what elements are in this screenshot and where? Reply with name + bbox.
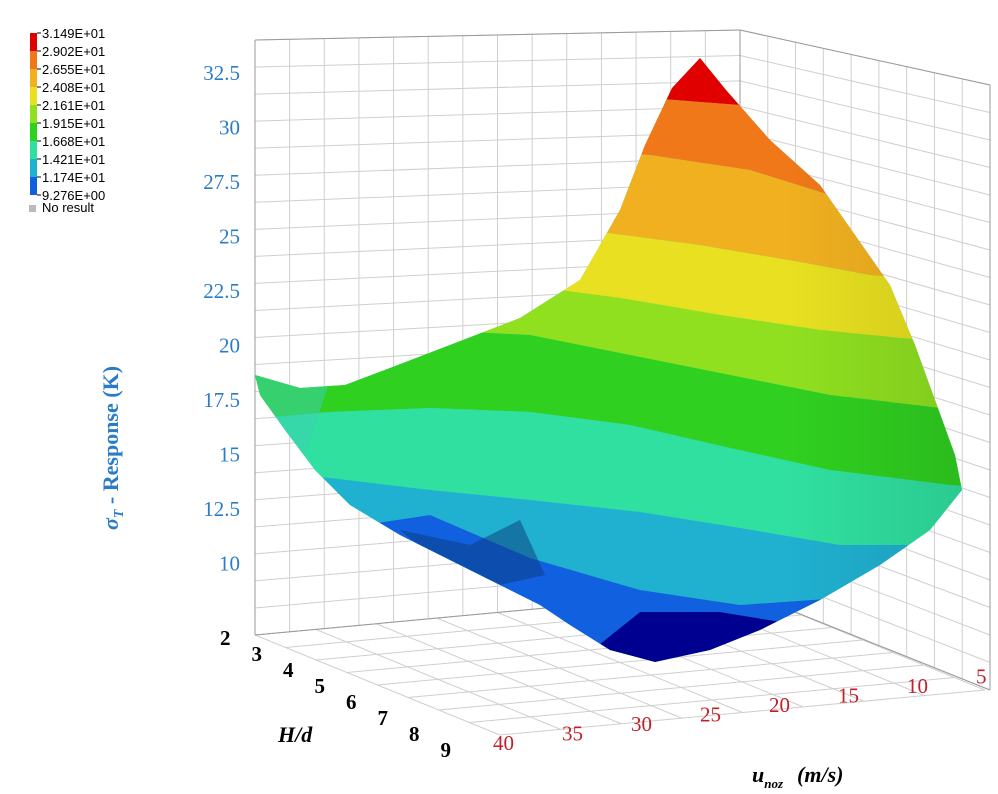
z-axis-title: σT - Response (K) [98,366,127,530]
no-result-label: No result [42,200,94,215]
legend-swatch [30,105,37,123]
u-tick-label: 35 [562,722,583,746]
z-tick-label: 27.5 [203,170,240,194]
surface-band [560,58,962,108]
legend-swatch [30,159,37,177]
z-tick-label: 10 [219,552,240,576]
z-axis-title-symbol: σ [98,517,123,530]
u-axis-ticks: 40 35 30 25 20 15 10 5 [493,665,987,756]
legend-label: 1.668E+01 [42,134,105,149]
legend-swatch [30,177,37,195]
u-tick-label: 40 [493,731,514,755]
hd-tick-label: 8 [409,722,420,746]
z-tick-label: 30 [219,116,240,140]
legend-swatch [30,123,37,141]
z-tick-label: 25 [219,225,240,249]
no-result-swatch [29,205,36,212]
legend-label: 9.276E+00 [42,188,105,203]
hd-tick-label: 7 [378,706,389,730]
legend-label: 1.174E+01 [42,170,105,185]
u-tick-label: 20 [769,693,790,717]
z-axis-title-sub: T [112,508,127,518]
legend-label: 2.408E+01 [42,80,105,95]
color-legend: 3.149E+01 2.902E+01 2.655E+01 2.408E+01 2.16… [29,26,105,215]
u-axis-title-main: u [752,762,764,787]
z-tick-label: 17.5 [203,388,240,412]
hd-tick-label: 6 [346,690,357,714]
legend-swatch [30,141,37,159]
hd-tick-label: 5 [315,674,326,698]
u-axis-title-sub: noz [764,776,784,791]
u-tick-label: 10 [907,674,928,698]
u-tick-label: 5 [976,665,987,689]
u-tick-label: 25 [700,703,721,727]
hd-tick-label: 3 [252,642,263,666]
z-axis-ticks: 32.5 30 27.5 25 22.5 20 17.5 15 12.5 10 [203,61,240,576]
u-axis-title: unoz (m/s) [752,762,844,791]
legend-label: 2.161E+01 [42,98,105,113]
legend-label: 2.655E+01 [42,62,105,77]
hd-tick-label: 2 [220,626,231,650]
z-tick-label: 15 [219,443,240,467]
legend-label: 1.421E+01 [42,152,105,167]
legend-swatch [30,87,37,105]
legend-label: 3.149E+01 [42,26,105,41]
z-axis-title-rest: - Response (K) [98,366,123,510]
z-tick-label: 20 [219,334,240,358]
z-tick-label: 32.5 [203,61,240,85]
u-axis-title-unit: (m/s) [797,762,843,787]
legend-label: 1.915E+01 [42,116,105,131]
z-tick-label: 12.5 [203,497,240,521]
legend-swatch [30,33,37,51]
u-tick-label: 30 [631,712,652,736]
hd-tick-label: 4 [283,658,294,682]
hd-axis-title: H/d [277,722,313,747]
surface-shading [255,58,962,662]
z-tick-label: 22.5 [203,279,240,303]
u-tick-label: 15 [838,684,859,708]
legend-swatch [30,51,37,69]
hd-tick-label: 9 [441,738,452,762]
legend-swatch [30,69,37,87]
legend-label: 2.902E+01 [42,44,105,59]
